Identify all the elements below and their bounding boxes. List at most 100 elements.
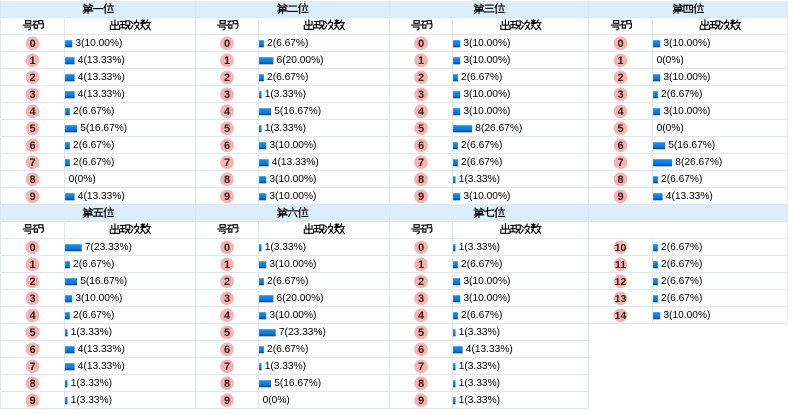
svg-text:2(6.67%): 2(6.67%) <box>267 38 308 49</box>
svg-text:7(23.33%): 7(23.33%) <box>85 242 132 253</box>
svg-text:3(10.00%): 3(10.00%) <box>463 106 510 117</box>
svg-text:2: 2 <box>418 276 424 288</box>
svg-text:7: 7 <box>224 157 230 169</box>
svg-text:5(16.67%): 5(16.67%) <box>80 276 127 287</box>
svg-text:2(6.67%): 2(6.67%) <box>461 72 502 83</box>
svg-text:1(3.33%): 1(3.33%) <box>71 395 112 406</box>
svg-text:7: 7 <box>29 157 35 169</box>
svg-text:8(26.67%): 8(26.67%) <box>475 123 522 134</box>
svg-text:7: 7 <box>29 361 35 373</box>
svg-text:3(10.00%): 3(10.00%) <box>663 106 710 117</box>
svg-text:8: 8 <box>224 378 230 390</box>
svg-text:2(6.67%): 2(6.67%) <box>73 140 114 151</box>
svg-text:1(3.33%): 1(3.33%) <box>459 361 500 372</box>
svg-text:3(10.00%): 3(10.00%) <box>463 55 510 66</box>
svg-text:2(6.67%): 2(6.67%) <box>461 157 502 168</box>
svg-text:2(6.67%): 2(6.67%) <box>661 242 702 253</box>
svg-text:5(16.67%): 5(16.67%) <box>80 123 127 134</box>
svg-text:1: 1 <box>29 259 35 271</box>
svg-text:2(6.67%): 2(6.67%) <box>73 259 114 270</box>
svg-text:7(23.33%): 7(23.33%) <box>279 327 326 338</box>
svg-text:2: 2 <box>224 72 230 84</box>
svg-text:5(16.67%): 5(16.67%) <box>668 140 715 151</box>
svg-text:3: 3 <box>224 293 230 305</box>
svg-text:2(6.67%): 2(6.67%) <box>661 276 702 287</box>
svg-text:6: 6 <box>418 344 424 356</box>
svg-text:3: 3 <box>418 293 424 305</box>
svg-text:6: 6 <box>418 140 424 152</box>
svg-text:9: 9 <box>418 395 424 407</box>
svg-text:6: 6 <box>29 140 35 152</box>
svg-text:10: 10 <box>615 243 627 254</box>
svg-text:3(10.00%): 3(10.00%) <box>663 310 710 321</box>
svg-text:2(6.67%): 2(6.67%) <box>461 140 502 151</box>
svg-text:2: 2 <box>29 276 35 288</box>
svg-text:5: 5 <box>224 327 230 339</box>
svg-text:2(6.67%): 2(6.67%) <box>461 310 502 321</box>
svg-text:9: 9 <box>224 395 230 407</box>
svg-text:6: 6 <box>224 344 230 356</box>
svg-text:2(6.67%): 2(6.67%) <box>661 293 702 304</box>
svg-text:9: 9 <box>29 395 35 407</box>
svg-text:5: 5 <box>29 123 35 135</box>
svg-text:5: 5 <box>617 123 623 135</box>
svg-text:1(3.33%): 1(3.33%) <box>265 89 306 100</box>
svg-text:4(13.33%): 4(13.33%) <box>78 55 125 66</box>
svg-text:3(10.00%): 3(10.00%) <box>269 191 316 202</box>
svg-text:7: 7 <box>418 157 424 169</box>
svg-text:2(6.67%): 2(6.67%) <box>73 310 114 321</box>
svg-text:5(16.67%): 5(16.67%) <box>274 106 321 117</box>
svg-text:3: 3 <box>29 293 35 305</box>
svg-text:2(6.67%): 2(6.67%) <box>661 259 702 270</box>
svg-text:1(3.33%): 1(3.33%) <box>459 327 500 338</box>
svg-text:12: 12 <box>615 277 627 288</box>
svg-text:4: 4 <box>29 310 36 322</box>
svg-text:9: 9 <box>29 191 35 203</box>
svg-text:2: 2 <box>224 276 230 288</box>
svg-text:4: 4 <box>29 106 36 118</box>
svg-text:6: 6 <box>29 344 35 356</box>
svg-text:2(6.67%): 2(6.67%) <box>661 89 702 100</box>
svg-text:5: 5 <box>418 327 424 339</box>
svg-text:2(6.67%): 2(6.67%) <box>267 276 308 287</box>
svg-text:13: 13 <box>615 294 627 305</box>
svg-text:1: 1 <box>418 259 424 271</box>
svg-text:3: 3 <box>224 89 230 101</box>
svg-text:6(20.00%): 6(20.00%) <box>277 55 324 66</box>
svg-text:7: 7 <box>617 157 623 169</box>
svg-text:5: 5 <box>29 327 35 339</box>
svg-text:4(13.33%): 4(13.33%) <box>78 191 125 202</box>
svg-text:1: 1 <box>29 55 35 67</box>
svg-text:8(26.67%): 8(26.67%) <box>675 157 722 168</box>
svg-text:0(0%): 0(0%) <box>263 395 290 406</box>
svg-text:1(3.33%): 1(3.33%) <box>459 395 500 406</box>
svg-text:3(10.00%): 3(10.00%) <box>269 259 316 270</box>
svg-text:3: 3 <box>418 89 424 101</box>
svg-text:14: 14 <box>615 311 627 322</box>
svg-text:3(10.00%): 3(10.00%) <box>463 38 510 49</box>
svg-text:4: 4 <box>224 106 231 118</box>
svg-text:3(10.00%): 3(10.00%) <box>269 140 316 151</box>
svg-text:8: 8 <box>29 378 35 390</box>
svg-text:4: 4 <box>224 310 231 322</box>
svg-text:0: 0 <box>418 38 424 50</box>
svg-text:3(10.00%): 3(10.00%) <box>463 276 510 287</box>
svg-text:1(3.33%): 1(3.33%) <box>265 361 306 372</box>
svg-text:9: 9 <box>224 191 230 203</box>
svg-text:9: 9 <box>418 191 424 203</box>
svg-text:3(10.00%): 3(10.00%) <box>463 89 510 100</box>
svg-text:3(10.00%): 3(10.00%) <box>463 293 510 304</box>
svg-text:2(6.67%): 2(6.67%) <box>267 72 308 83</box>
svg-text:4: 4 <box>617 106 624 118</box>
svg-text:2(6.67%): 2(6.67%) <box>73 157 114 168</box>
svg-text:3(10.00%): 3(10.00%) <box>75 38 122 49</box>
svg-text:0(0%): 0(0%) <box>657 123 684 134</box>
svg-text:3: 3 <box>617 89 623 101</box>
svg-text:2: 2 <box>617 72 623 84</box>
svg-text:3: 3 <box>29 89 35 101</box>
svg-text:6: 6 <box>224 140 230 152</box>
svg-text:1(3.33%): 1(3.33%) <box>71 327 112 338</box>
svg-text:9: 9 <box>617 191 623 203</box>
svg-text:4(13.33%): 4(13.33%) <box>78 72 125 83</box>
svg-text:1(3.33%): 1(3.33%) <box>459 378 500 389</box>
